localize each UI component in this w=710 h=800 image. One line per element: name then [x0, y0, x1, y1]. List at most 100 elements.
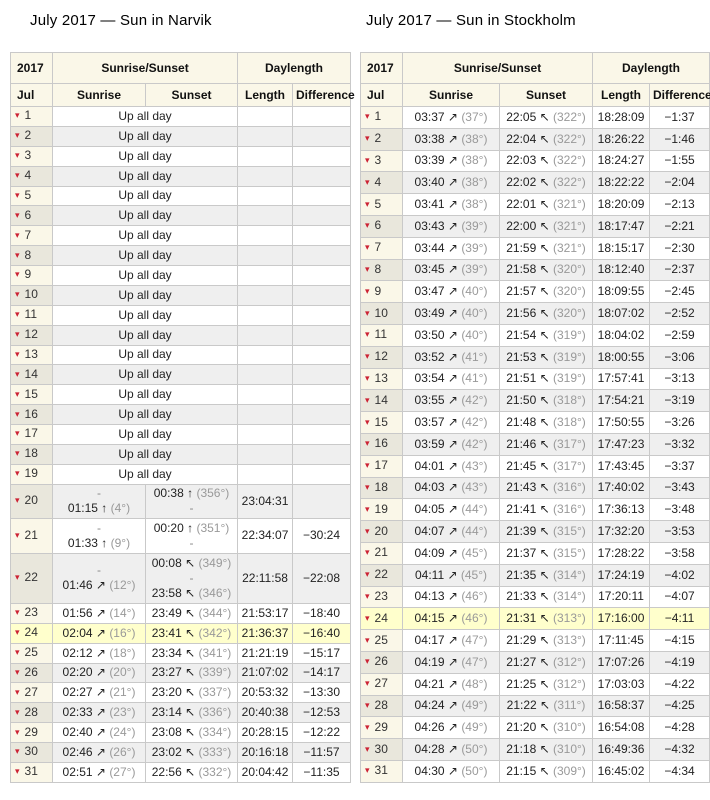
day-cell[interactable]: ▾ 17 [10, 424, 53, 445]
azimuth-degrees: (337°) [198, 685, 232, 700]
table-row: ▾ 4 Up all day [10, 165, 351, 187]
azimuth-degrees: (317°) [552, 458, 586, 473]
sun-event-line: 23:20 ↖ (337°) [149, 685, 234, 700]
day-cell[interactable]: ▾ 4 [10, 165, 53, 187]
sun-event-line: - [149, 501, 234, 516]
day-cell[interactable]: ▾ 22 [10, 552, 53, 604]
expand-row-icon: ▾ [15, 388, 20, 399]
day-cell[interactable]: ▾ 16 [10, 404, 53, 425]
day-cell[interactable]: ▾ 5 [360, 193, 403, 216]
day-cell[interactable]: ▾ 18 [360, 476, 403, 500]
day-cell[interactable]: ▾ 28 [10, 702, 53, 724]
day-cell[interactable]: ▾ 5 [10, 185, 53, 207]
time-and-direction: 21:57 ↖ [506, 284, 550, 299]
day-cell[interactable]: ▾ 14 [10, 364, 53, 386]
day-cell[interactable]: ▾ 16 [360, 432, 403, 456]
difference-cell: −4:32 [649, 738, 710, 761]
day-cell[interactable]: ▾ 8 [360, 258, 403, 282]
day-cell[interactable]: ▾ 13 [360, 367, 403, 391]
difference-col-header: Difference [649, 83, 710, 107]
day-cell[interactable]: ▾ 21 [360, 541, 403, 565]
day-cell[interactable]: ▾ 15 [10, 384, 53, 406]
azimuth-degrees: (16°) [109, 625, 136, 640]
day-cell[interactable]: ▾ 23 [360, 585, 403, 609]
day-cell[interactable]: ▾ 7 [360, 236, 403, 260]
day-cell[interactable]: ▾ 11 [360, 323, 403, 347]
sunrise-cell: -01:46 ↗ (12°) [52, 552, 146, 604]
sun-event-line: 21:20 ↖ (310°) [503, 720, 589, 735]
expand-row-icon: ▾ [15, 529, 20, 540]
day-cell[interactable]: ▾ 9 [10, 265, 53, 286]
day-cell[interactable]: ▾ 25 [10, 642, 53, 664]
stockholm-sun-table: 2017 Sunrise/Sunset Daylength Jul Sunris… [360, 52, 710, 784]
day-cell[interactable]: ▾ 21 [10, 518, 53, 554]
day-cell[interactable]: ▾ 19 [360, 498, 403, 522]
day-cell[interactable]: ▾ 2 [360, 127, 403, 151]
table-row: ▾ 5 03:41 ↗ (38°) 22:01 ↖ (321°) 18:20:09 −2:… [360, 193, 710, 216]
time-and-direction: 21:20 ↖ [506, 720, 550, 735]
day-cell[interactable]: ▾ 1 [10, 106, 53, 127]
sunrise-cell: 03:45 ↗ (39°) [402, 258, 500, 282]
day-cell[interactable]: ▾ 12 [360, 345, 403, 369]
day-cell[interactable]: ▾ 30 [10, 742, 53, 763]
sunrise-cell: 04:03 ↗ (43°) [402, 476, 500, 500]
day-cell[interactable]: ▾ 27 [360, 672, 403, 696]
azimuth-degrees: (314°) [552, 589, 586, 604]
day-cell[interactable]: ▾ 22 [360, 563, 403, 587]
day-number: 6 [374, 218, 382, 233]
sun-event-line: 23:49 ↖ (344°) [149, 606, 234, 621]
day-cell[interactable]: ▾ 27 [10, 682, 53, 704]
day-cell[interactable]: ▾ 24 [360, 607, 403, 631]
day-cell[interactable]: ▾ 19 [10, 463, 53, 485]
day-cell[interactable]: ▾ 24 [10, 622, 53, 644]
day-cell[interactable]: ▾ 3 [10, 145, 53, 167]
day-cell[interactable]: ▾ 25 [360, 629, 403, 652]
time-and-direction: 23:08 ↖ [151, 725, 196, 740]
day-cell[interactable]: ▾ 7 [10, 225, 53, 247]
day-cell[interactable]: ▾ 2 [10, 125, 53, 147]
daylength-cell: 21:36:37 [237, 622, 294, 644]
day-cell[interactable]: ▾ 17 [360, 454, 403, 478]
day-cell[interactable]: ▾ 20 [10, 483, 53, 520]
day-cell[interactable]: ▾ 30 [360, 738, 403, 761]
difference-cell [292, 245, 351, 266]
day-cell[interactable]: ▾ 11 [10, 304, 53, 326]
sunset-cell: 00:08 ↖ (349°) -23:58 ↖ (346°) [144, 552, 239, 604]
day-cell[interactable]: ▾ 18 [10, 443, 53, 465]
day-cell[interactable]: ▾ 29 [10, 722, 53, 744]
day-cell[interactable]: ▾ 1 [360, 106, 403, 129]
day-cell[interactable]: ▾ 12 [10, 324, 53, 346]
day-cell[interactable]: ▾ 9 [360, 280, 403, 304]
day-cell[interactable]: ▾ 6 [10, 205, 53, 227]
day-cell[interactable]: ▾ 31 [360, 759, 403, 784]
daylength-cell [237, 205, 294, 227]
sunrise-cell: 03:54 ↗ (41°) [402, 367, 500, 391]
day-cell[interactable]: ▾ 26 [10, 662, 53, 684]
up-all-day-cell: Up all day [51, 145, 239, 167]
time-and-direction: 04:01 ↗ [414, 458, 458, 473]
day-cell[interactable]: ▾ 14 [360, 389, 403, 413]
sunset-cell: 21:50 ↖ (318°) [498, 389, 594, 413]
day-cell[interactable]: ▾ 13 [10, 344, 53, 366]
time-and-direction: 21:50 ↖ [506, 393, 550, 408]
day-cell[interactable]: ▾ 15 [360, 411, 403, 434]
daylength-cell: 23:04:31 [237, 483, 294, 520]
narvik-table-body: ▾ 1 Up all day ▾ 2 Up all day ▾ 3 Up all day ▾ 4 Up… [10, 106, 351, 784]
day-cell[interactable]: ▾ 8 [10, 245, 53, 266]
expand-row-icon: ▾ [15, 309, 20, 320]
sunset-cell: 21:37 ↖ (315°) [498, 541, 594, 565]
day-cell[interactable]: ▾ 23 [10, 602, 53, 624]
day-cell[interactable]: ▾ 10 [360, 302, 403, 325]
day-cell[interactable]: ▾ 3 [360, 149, 403, 173]
day-cell[interactable]: ▾ 26 [360, 650, 403, 674]
day-cell[interactable]: ▾ 29 [360, 716, 403, 740]
day-cell[interactable]: ▾ 31 [10, 761, 53, 784]
day-cell[interactable]: ▾ 20 [360, 520, 403, 543]
day-cell[interactable]: ▾ 4 [360, 171, 403, 195]
day-cell[interactable]: ▾ 6 [360, 214, 403, 238]
table-row: ▾ 8 Up all day [10, 245, 351, 266]
day-cell[interactable]: ▾ 28 [360, 694, 403, 718]
sun-event-line: 00:38 ↑ (356°) [149, 486, 234, 501]
day-cell[interactable]: ▾ 10 [10, 284, 53, 306]
sunrise-cell: -01:33 ↑ (9°) [52, 518, 146, 554]
